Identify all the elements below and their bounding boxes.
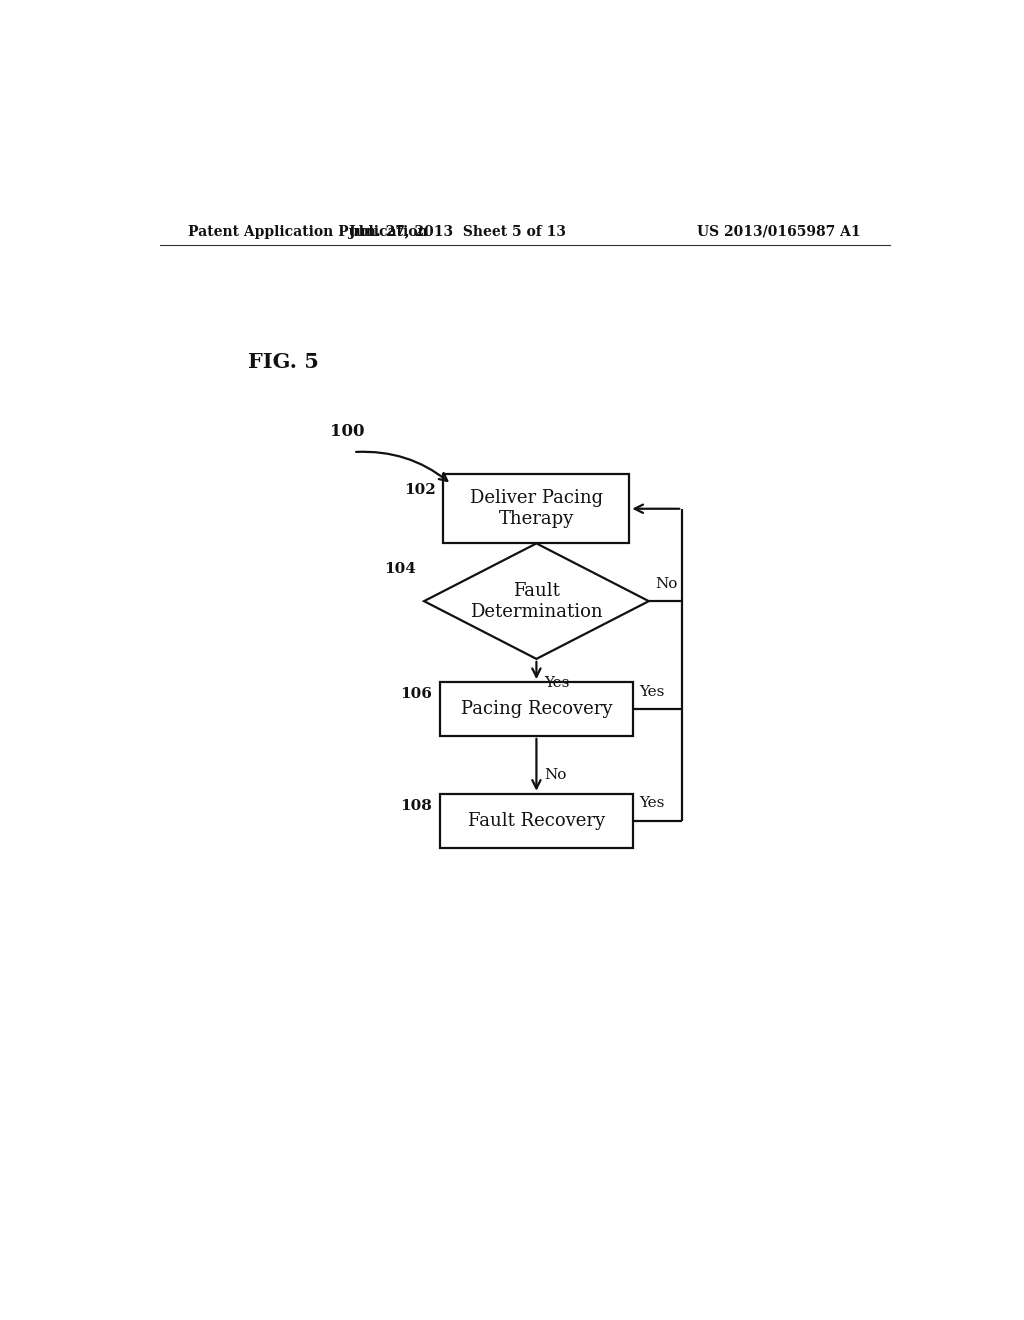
FancyBboxPatch shape <box>440 793 633 847</box>
Text: Patent Application Publication: Patent Application Publication <box>187 224 427 239</box>
Polygon shape <box>424 544 649 659</box>
Text: Jun. 27, 2013  Sheet 5 of 13: Jun. 27, 2013 Sheet 5 of 13 <box>349 224 566 239</box>
Text: US 2013/0165987 A1: US 2013/0165987 A1 <box>697 224 860 239</box>
Text: Fault
Determination: Fault Determination <box>470 582 603 620</box>
Text: 106: 106 <box>400 688 432 701</box>
Text: Yes: Yes <box>639 685 665 698</box>
Text: Fault Recovery: Fault Recovery <box>468 812 605 829</box>
FancyBboxPatch shape <box>440 682 633 737</box>
Text: No: No <box>545 768 566 781</box>
Text: 102: 102 <box>403 483 435 496</box>
FancyBboxPatch shape <box>443 474 630 544</box>
Text: Deliver Pacing
Therapy: Deliver Pacing Therapy <box>470 490 603 528</box>
Text: No: No <box>655 577 678 591</box>
Text: Yes: Yes <box>639 796 665 810</box>
Text: 100: 100 <box>330 424 364 441</box>
Text: Yes: Yes <box>545 676 569 689</box>
Text: 104: 104 <box>384 562 416 577</box>
Text: FIG. 5: FIG. 5 <box>248 352 319 372</box>
Text: 108: 108 <box>400 799 432 813</box>
Text: Pacing Recovery: Pacing Recovery <box>461 700 612 718</box>
